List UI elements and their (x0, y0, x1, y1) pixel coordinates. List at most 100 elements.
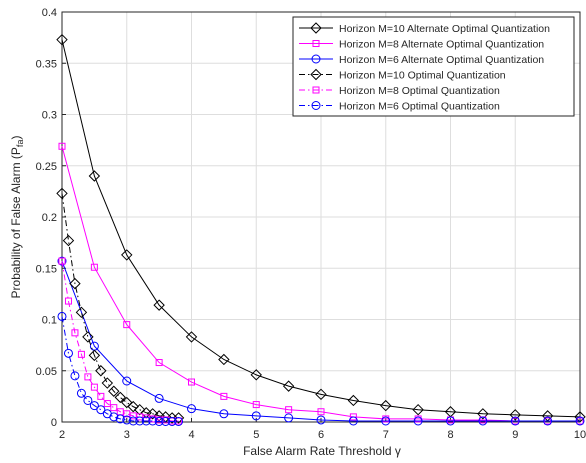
data-point-circle (128, 416, 138, 426)
y-axis-label: Probability of False Alarm (Pfa) (9, 136, 25, 299)
legend-label: Horizon M=10 Optimal Quantization (339, 70, 506, 82)
legend-box (292, 16, 575, 117)
data-point-square (71, 329, 79, 337)
data-point-circle (167, 416, 177, 426)
data-point-diamond (310, 68, 322, 81)
data-point-square (252, 401, 260, 409)
data-point-circle (109, 412, 119, 422)
legend-label: Horizon M=6 Optimal Quantization (339, 101, 500, 113)
x-tick-label: 8 (447, 429, 453, 441)
data-point-square (349, 413, 357, 421)
data-point-square (84, 373, 92, 381)
data-point-square (312, 86, 320, 94)
series-line (61, 260, 580, 422)
data-point-circle (187, 404, 196, 414)
data-point-circle (413, 416, 423, 426)
data-point-diamond (108, 385, 120, 397)
data-point-circle (96, 405, 106, 415)
data-point-square (90, 383, 98, 391)
plot-frame (61, 11, 581, 423)
legend-item: Horizon M=10 Optimal Quantization (299, 68, 506, 82)
axes: 2 3 4 5 6 7 8 9 10 0 0.05 0.1 0.15 0.2 0.25 0.3 0.35 0.4 (36, 7, 586, 441)
data-point-square (97, 392, 105, 400)
data-point-circle (446, 416, 455, 426)
y-tick-label: 0.1 (42, 315, 57, 327)
legend-label: Horizon M=8 Optimal Quantization (339, 85, 500, 97)
data-point-square (103, 400, 111, 408)
data-point-diamond (250, 369, 262, 381)
x-tick-label: 6 (318, 429, 324, 441)
data-point-diamond (101, 377, 114, 389)
data-point-diamond (477, 408, 489, 420)
data-point-diamond (347, 394, 360, 407)
series-line (61, 39, 581, 418)
data-point-square (90, 263, 98, 271)
data-point-circle (63, 348, 73, 358)
data-point-diamond (82, 331, 94, 343)
y-tick-label: 0.4 (42, 7, 57, 19)
x-tick-label: 2 (59, 429, 65, 441)
data-point-diamond (121, 249, 133, 261)
data-point-circle (219, 409, 229, 419)
x-tick-label: 4 (188, 429, 194, 441)
x-tick-label: 9 (512, 429, 518, 441)
data-point-square (58, 142, 66, 150)
legend-item: Horizon M=10 Alternate Optimal Quantizat… (299, 22, 550, 35)
data-point-diamond (56, 187, 68, 200)
legend-label: Horizon M=10 Alternate Optimal Quantizat… (339, 23, 550, 35)
data-point-square (188, 378, 195, 386)
data-point-diamond (282, 380, 295, 392)
y-tick-label: 0.2 (42, 212, 57, 224)
legend-label: Horizon M=8 Alternate Optimal Quantizati… (339, 39, 544, 51)
y-tick-label: 0.3 (42, 110, 57, 122)
data-point-circle (311, 101, 321, 110)
data-point-circle (115, 414, 125, 424)
data-point-circle (478, 416, 488, 426)
data-point-square (58, 257, 66, 265)
x-tick-label: 10 (574, 429, 586, 441)
data-point-diamond (75, 306, 88, 319)
series-line (61, 260, 179, 422)
data-point-circle (57, 256, 67, 266)
data-point-circle (311, 54, 321, 64)
series-line (61, 146, 580, 422)
data-point-square (77, 350, 85, 358)
data-point-square (414, 415, 422, 423)
legend-label: Horizon M=6 Alternate Optimal Quantizati… (339, 54, 544, 66)
data-point-square (123, 321, 131, 329)
data-point-diamond (153, 299, 165, 311)
data-point-circle (174, 416, 184, 426)
data-point-circle (148, 416, 158, 426)
data-point-diamond (88, 170, 101, 182)
data-point-diamond (121, 396, 133, 409)
series-line (61, 193, 179, 419)
data-point-diamond (218, 353, 230, 366)
data-point-square (155, 359, 163, 367)
x-tick-label: 3 (124, 429, 130, 441)
data-point-circle (381, 416, 391, 426)
data-point-square (285, 406, 293, 414)
data-point-diamond (146, 408, 159, 420)
data-point-diamond (380, 399, 392, 412)
legend-item: Horizon M=8 Alternate Optimal Quantizati… (299, 39, 544, 51)
x-axis-label: False Alarm Rate Threshold γ (243, 444, 401, 458)
data-point-circle (161, 416, 171, 426)
data-point-circle (510, 416, 520, 426)
legend-item: Horizon M=8 Optimal Quantization (299, 85, 500, 97)
data-point-circle (122, 415, 132, 425)
data-point-square (110, 404, 118, 412)
data-point-diamond (62, 234, 75, 247)
data-point-circle (284, 413, 294, 423)
data-point-diamond (412, 403, 424, 416)
data-point-diamond (114, 391, 126, 404)
data-point-diamond (133, 403, 146, 416)
series-3 (57, 256, 585, 426)
data-point-circle (141, 416, 151, 426)
data-point-diamond (574, 411, 586, 423)
data-point-diamond (127, 400, 139, 413)
data-point-square (220, 392, 228, 400)
data-point-diamond (88, 349, 101, 362)
data-point-square (64, 297, 72, 305)
data-point-circle (575, 416, 585, 426)
